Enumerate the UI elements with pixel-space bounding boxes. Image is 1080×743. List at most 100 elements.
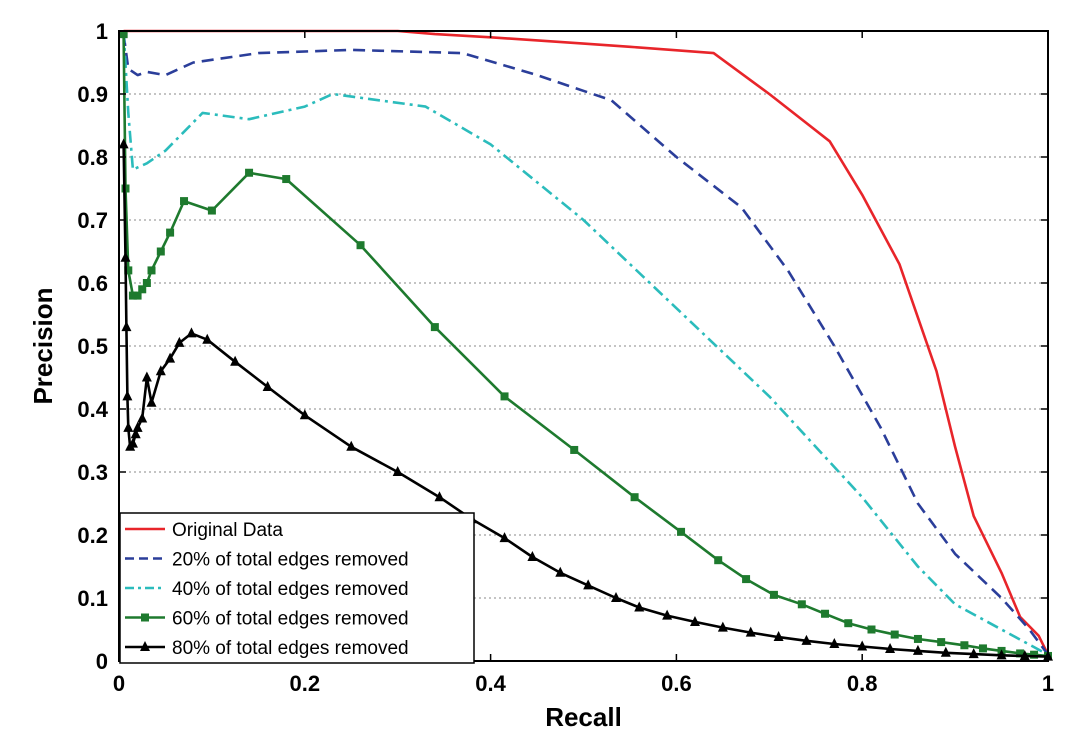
legend: Original Data 20% of total edges removed 4…	[119, 512, 475, 664]
data-point	[130, 428, 141, 439]
y-tick-label: 0	[96, 649, 108, 674]
data-point	[230, 355, 241, 366]
data-point	[180, 197, 189, 206]
legend-marker	[140, 641, 150, 651]
data-point	[1016, 649, 1025, 658]
x-axis-title: Recall	[545, 702, 622, 732]
data-point	[912, 644, 923, 655]
legend-label: 60% of total edges removed	[172, 609, 409, 630]
data-point	[634, 601, 645, 612]
data-point	[1030, 650, 1039, 659]
data-point	[968, 648, 979, 659]
data-point	[745, 626, 756, 637]
data-point	[122, 390, 133, 401]
data-point	[166, 228, 175, 237]
data-point	[801, 634, 812, 645]
y-tick-label: 0.2	[77, 523, 108, 548]
y-tick-label: 0.8	[77, 145, 108, 170]
data-point	[245, 168, 254, 177]
series-3	[122, 30, 1049, 656]
data-point	[1019, 649, 1030, 660]
legend-label: 80% of total edges removed	[172, 638, 409, 659]
y-tick-label: 0.7	[77, 208, 108, 233]
data-point	[119, 30, 128, 39]
data-point	[913, 634, 922, 643]
data-point	[960, 641, 969, 650]
data-point	[141, 371, 152, 382]
legend-item: 80% of total edges removed	[125, 638, 409, 659]
legend-box	[119, 512, 475, 664]
data-point	[996, 649, 1007, 660]
data-point	[821, 609, 830, 618]
data-point	[677, 527, 686, 536]
data-point	[138, 285, 147, 294]
y-tick-label: 0.1	[77, 586, 108, 611]
data-point	[299, 409, 310, 420]
data-point	[124, 266, 133, 275]
data-point	[940, 646, 951, 657]
data-point	[857, 640, 868, 651]
data-point	[147, 266, 156, 275]
x-tick-label: 0.4	[475, 671, 506, 696]
x-tick-label: 0	[113, 671, 125, 696]
legend-item: 20% of total edges removed	[125, 550, 409, 571]
y-tick-label: 0.4	[77, 397, 108, 422]
data-point	[527, 551, 538, 562]
data-point	[165, 352, 176, 363]
legend-marker	[141, 613, 149, 622]
legend-label: 20% of total edges removed	[172, 550, 409, 571]
data-point	[499, 532, 510, 543]
data-point	[978, 644, 987, 653]
x-tick-label: 0.2	[290, 671, 321, 696]
y-tick-labels: 0 0.1 0.2 0.3 0.4 0.5 0.6 0.7 0.8 0.9 1	[77, 19, 108, 674]
data-point	[156, 247, 165, 256]
y-axis-title: Precision	[28, 287, 58, 404]
data-point	[611, 592, 622, 602]
data-point	[142, 279, 151, 287]
data-point	[137, 412, 148, 423]
data-point	[742, 575, 751, 584]
data-point	[689, 615, 700, 626]
data-point	[118, 138, 129, 149]
data-point	[120, 251, 131, 262]
data-point	[132, 421, 143, 432]
data-point	[844, 619, 853, 628]
data-point	[500, 392, 509, 401]
data-point	[769, 590, 778, 599]
x-tick-label: 0.6	[661, 671, 692, 696]
y-tick-label: 1	[96, 19, 108, 44]
data-point	[890, 630, 899, 639]
data-point	[346, 440, 357, 451]
data-point	[282, 175, 291, 184]
data-point	[123, 421, 134, 432]
data-point	[885, 643, 896, 654]
data-point	[430, 323, 439, 332]
series-line	[122, 30, 1049, 656]
data-point	[155, 365, 166, 376]
data-point	[630, 493, 639, 502]
data-point	[714, 556, 723, 565]
data-point	[867, 625, 876, 634]
data-point	[127, 437, 138, 448]
x-tick-labels: 0 0.2 0.4 0.6 0.8 1	[113, 671, 1054, 696]
legend-item: 40% of total edges removed	[125, 579, 409, 600]
legend-item: Original Data	[125, 520, 283, 541]
data-point	[662, 609, 673, 620]
data-point	[356, 241, 365, 250]
data-point	[434, 491, 445, 502]
data-point	[121, 321, 132, 332]
legend-label: 40% of total edges removed	[172, 579, 409, 600]
x-tick-label: 1	[1042, 671, 1054, 696]
series-line	[122, 33, 1050, 656]
data-point	[937, 638, 946, 647]
y-tick-label: 0.3	[77, 460, 108, 485]
x-tick-label: 0.8	[847, 671, 878, 696]
data-point	[186, 327, 197, 338]
data-point	[583, 579, 594, 590]
legend-item: 60% of total edges removed	[125, 609, 409, 630]
series-2	[122, 33, 1050, 656]
legend-label: Original Data	[172, 520, 283, 541]
y-tick-label: 0.6	[77, 271, 108, 296]
data-point	[797, 600, 806, 609]
